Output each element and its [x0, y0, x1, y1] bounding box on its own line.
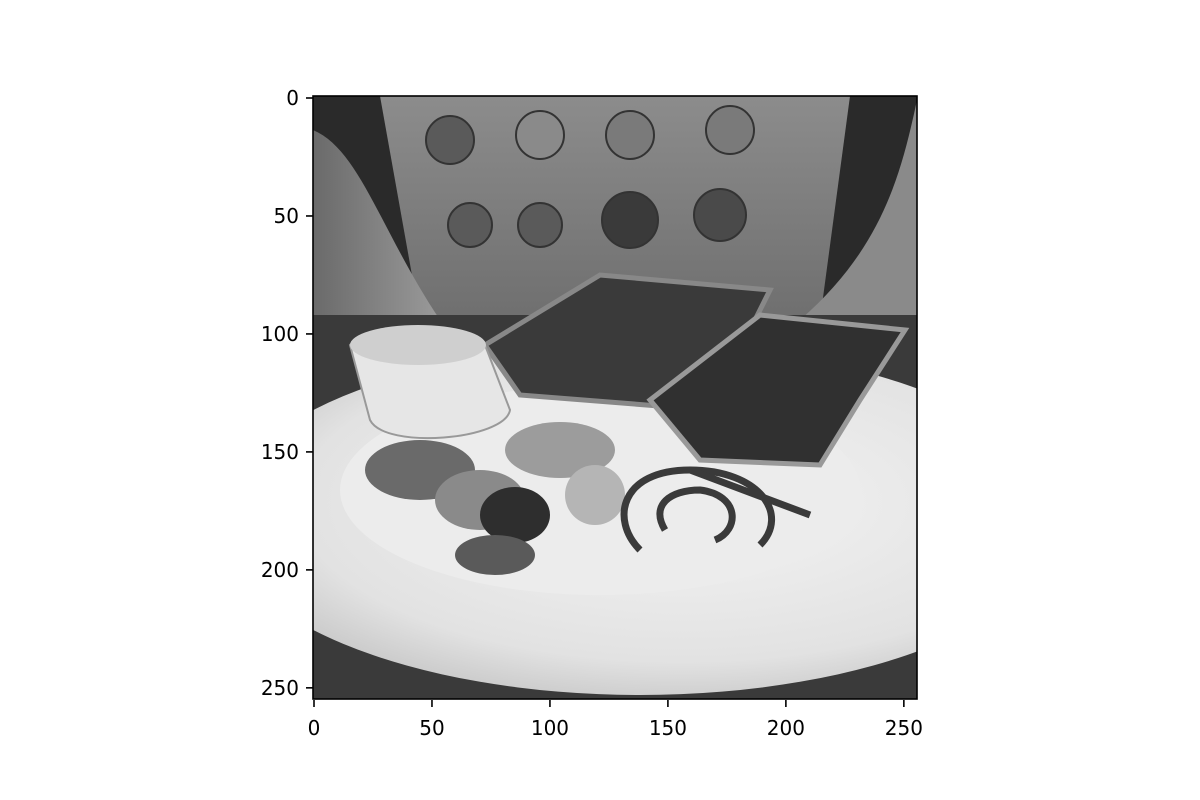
x-tick-label: 150 — [649, 716, 687, 740]
y-tick-label: 200 — [261, 558, 299, 582]
x-tick-label: 0 — [308, 716, 321, 740]
x-tick-label: 200 — [767, 716, 805, 740]
y-tick-label: 100 — [261, 322, 299, 346]
right-arm — [800, 100, 917, 320]
x-tick-label: 50 — [419, 716, 444, 740]
chocolate-swirl — [620, 466, 812, 553]
axes-frame — [312, 95, 918, 700]
x-tick-label: 100 — [531, 716, 569, 740]
y-tick-label: 0 — [286, 86, 299, 110]
shirt-faces — [425, 105, 755, 249]
fruit — [365, 422, 625, 575]
y-axis-ticks: 0 50 100 150 200 250 — [261, 86, 313, 700]
x-axis-ticks: 0 50 100 150 200 250 — [308, 700, 923, 740]
y-tick-label: 250 — [261, 676, 299, 700]
y-tick-label: 50 — [274, 204, 299, 228]
toast-front — [646, 312, 910, 468]
cup-rim — [350, 325, 486, 365]
photo — [313, 96, 917, 699]
x-tick-label: 250 — [885, 716, 923, 740]
y-tick-label: 150 — [261, 440, 299, 464]
left-arm — [313, 130, 440, 320]
